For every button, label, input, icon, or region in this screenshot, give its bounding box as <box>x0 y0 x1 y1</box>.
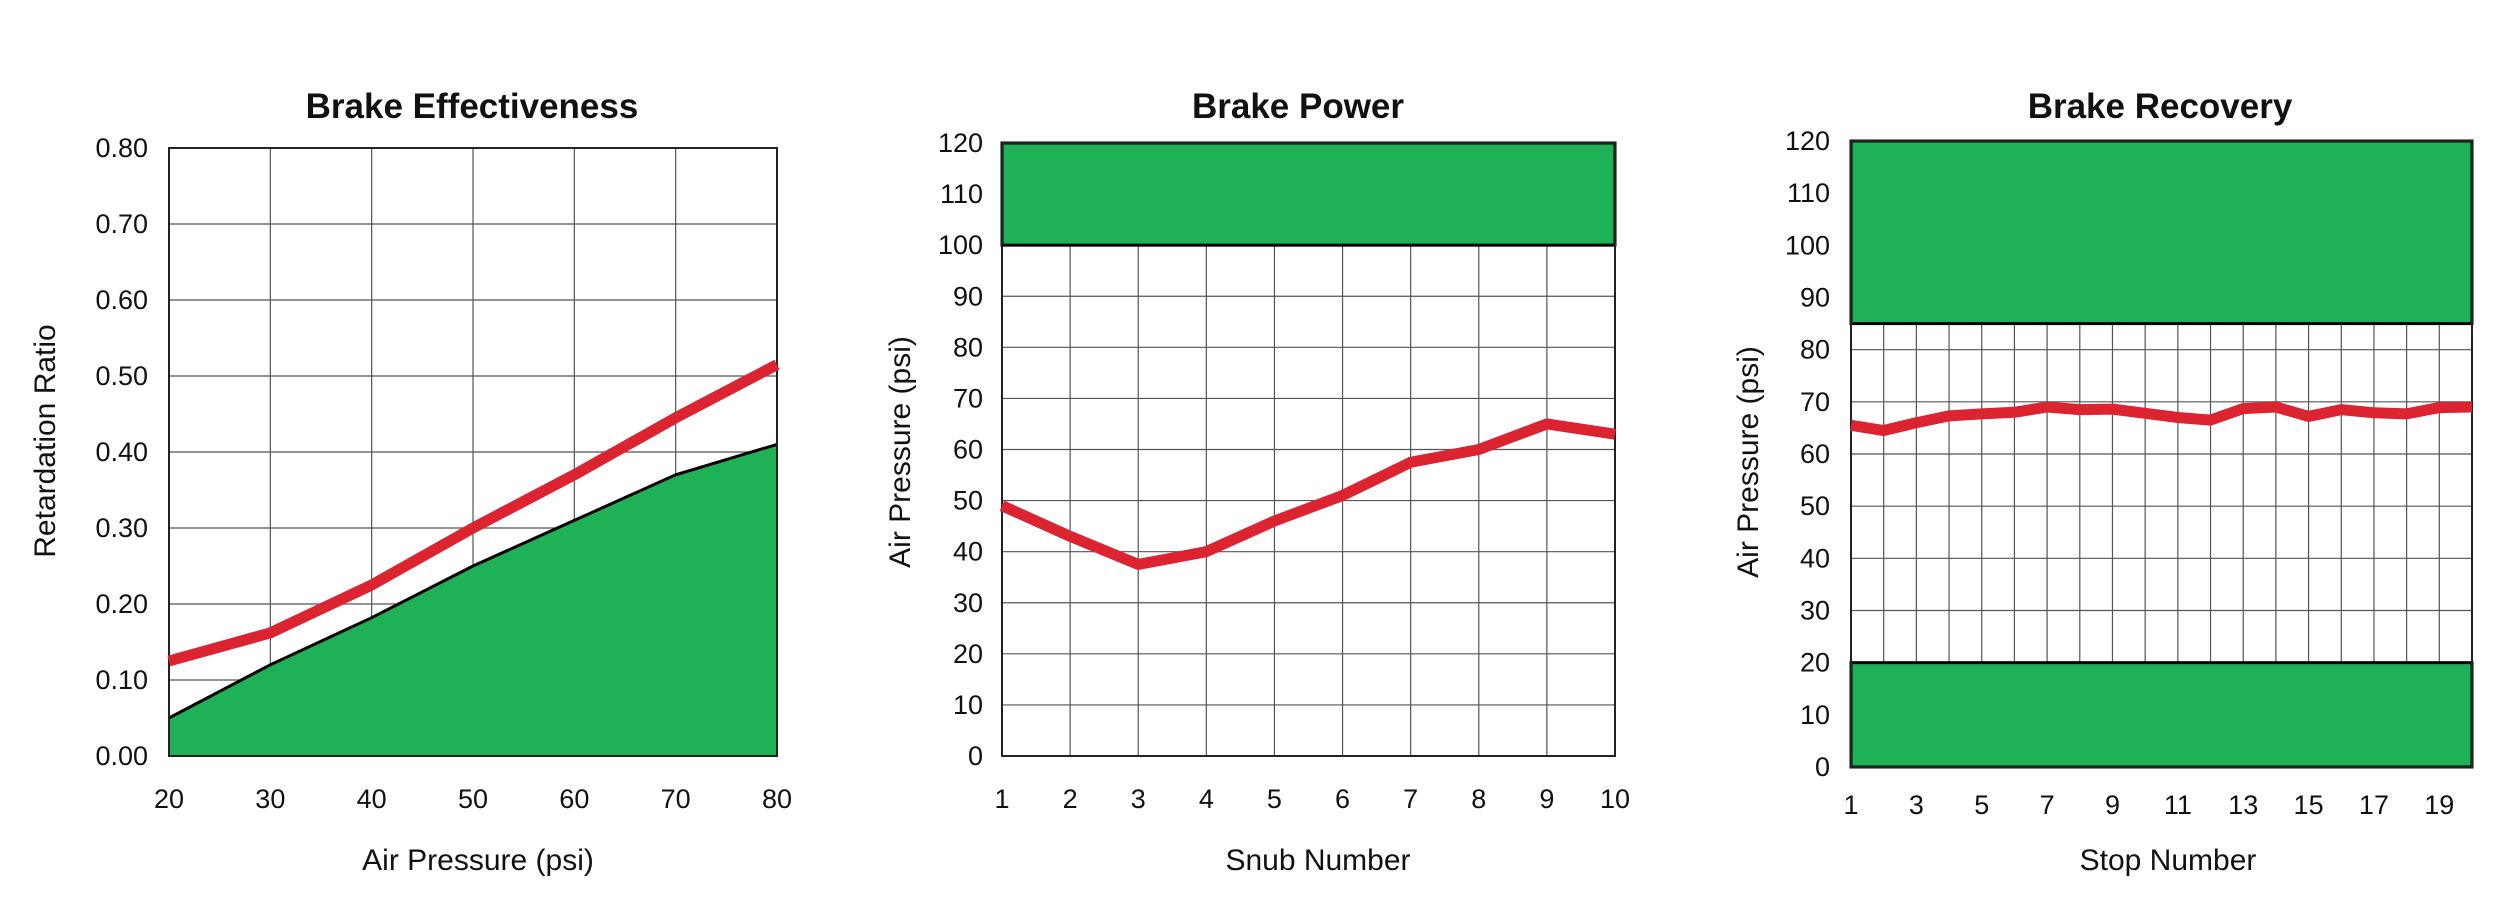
chart-title: Brake Effectiveness <box>306 87 639 126</box>
series-line <box>1850 401 2473 437</box>
x-tick-labels: 1 3 5 7 9 11 13 15 17 19 <box>1843 790 2454 820</box>
x-tick-label: 5 <box>1267 784 1282 814</box>
y-tick-label: 0.60 <box>95 285 148 315</box>
series-line <box>999 418 1616 570</box>
y-tick-label: 0.00 <box>95 741 148 771</box>
target-band <box>1849 139 2474 326</box>
y-tick-label: 50 <box>953 486 983 516</box>
y-tick-label: 60 <box>1800 439 1830 469</box>
target-band <box>1000 141 1617 247</box>
x-tick-label: 9 <box>2105 790 2120 820</box>
y-tick-label: 70 <box>953 383 983 413</box>
y-tick-labels: 0 10 20 30 40 50 60 70 80 90 100 110 120 <box>938 128 983 771</box>
y-axis-label: Air Pressure (psi) <box>1732 346 1765 578</box>
y-tick-label: 0.20 <box>95 589 148 619</box>
y-tick-label: 60 <box>953 435 983 465</box>
x-tick-labels: 1 2 3 4 5 6 7 8 9 10 <box>994 784 1630 814</box>
y-tick-label: 0.50 <box>95 361 148 391</box>
x-tick-label: 19 <box>2424 790 2454 820</box>
y-tick-label: 0 <box>968 741 983 771</box>
x-axis-label: Snub Number <box>1225 844 1410 877</box>
y-axis-label: Air Pressure (psi) <box>884 336 917 568</box>
x-tick-label: 70 <box>661 784 691 814</box>
y-tick-label: 100 <box>938 230 983 260</box>
target-band <box>1849 661 2474 769</box>
x-tick-label: 9 <box>1539 784 1554 814</box>
y-tick-label: 110 <box>940 179 983 209</box>
chart-title: Brake Recovery <box>2028 87 2293 126</box>
series-line <box>167 359 780 667</box>
x-tick-label: 15 <box>2294 790 2324 820</box>
x-tick-label: 5 <box>1974 790 1989 820</box>
x-axis-label: Stop Number <box>2080 844 2257 877</box>
x-tick-label: 30 <box>255 784 285 814</box>
y-tick-label: 0.30 <box>95 513 148 543</box>
x-tick-label: 3 <box>1131 784 1146 814</box>
plot-frame <box>1001 142 1616 757</box>
x-tick-label: 80 <box>762 784 792 814</box>
y-tick-label: 0.70 <box>95 209 148 239</box>
y-tick-label: 30 <box>953 588 983 618</box>
y-tick-label: 20 <box>1800 648 1830 678</box>
y-tick-label: 50 <box>1800 491 1830 521</box>
x-tick-labels: 20 30 40 50 60 70 80 <box>154 784 792 814</box>
y-tick-label: 10 <box>953 690 983 720</box>
y-tick-labels: 0 10 20 30 40 50 60 70 80 90 100 110 120 <box>1785 126 1830 782</box>
x-tick-label: 7 <box>1403 784 1418 814</box>
x-tick-label: 7 <box>2040 790 2055 820</box>
x-tick-label: 20 <box>154 784 184 814</box>
y-tick-label: 80 <box>1800 335 1830 365</box>
chart-title: Brake Power <box>1192 87 1404 126</box>
y-tick-label: 100 <box>1785 230 1830 260</box>
x-tick-label: 2 <box>1063 784 1078 814</box>
x-tick-label: 8 <box>1471 784 1486 814</box>
x-tick-label: 3 <box>1909 790 1924 820</box>
plot-frame <box>168 147 778 757</box>
y-tick-labels: 0.00 0.10 0.20 0.30 0.40 0.50 0.60 0.70 0.80 <box>95 133 148 771</box>
y-tick-label: 0.40 <box>95 437 148 467</box>
x-tick-label: 60 <box>559 784 589 814</box>
x-tick-label: 4 <box>1199 784 1214 814</box>
y-tick-label: 10 <box>1800 700 1830 730</box>
x-axis-label: Air Pressure (psi) <box>362 844 594 877</box>
y-tick-label: 110 <box>1787 178 1830 208</box>
y-tick-label: 90 <box>1800 283 1830 313</box>
x-tick-label: 10 <box>1600 784 1630 814</box>
y-tick-label: 20 <box>953 639 983 669</box>
x-tick-label: 11 <box>2164 790 2192 820</box>
area-series-line <box>168 442 778 720</box>
plot-frame <box>1850 140 2473 768</box>
y-tick-label: 0.10 <box>95 665 148 695</box>
y-tick-label: 80 <box>953 332 983 362</box>
y-tick-label: 70 <box>1800 387 1830 417</box>
y-tick-label: 120 <box>1785 126 1830 156</box>
x-tick-label: 50 <box>458 784 488 814</box>
y-tick-label: 30 <box>1800 596 1830 626</box>
x-tick-label: 6 <box>1335 784 1350 814</box>
brake-effectiveness-chart: 0.00 0.10 0.20 0.30 0.40 0.50 0.60 0.70 0.80 20 30… <box>29 87 792 877</box>
y-tick-label: 40 <box>953 537 983 567</box>
y-tick-label: 90 <box>953 281 983 311</box>
x-tick-label: 13 <box>2228 790 2258 820</box>
y-tick-label: 0 <box>1815 752 1830 782</box>
area-fill <box>169 444 777 756</box>
x-tick-label: 1 <box>1843 790 1858 820</box>
y-axis-label: Retardation Ratio <box>29 324 62 557</box>
y-tick-label: 120 <box>938 128 983 158</box>
x-tick-label: 1 <box>994 784 1009 814</box>
y-tick-label: 40 <box>1800 543 1830 573</box>
x-tick-label: 40 <box>357 784 387 814</box>
x-tick-label: 17 <box>2359 790 2389 820</box>
y-tick-label: 0.80 <box>95 133 148 163</box>
